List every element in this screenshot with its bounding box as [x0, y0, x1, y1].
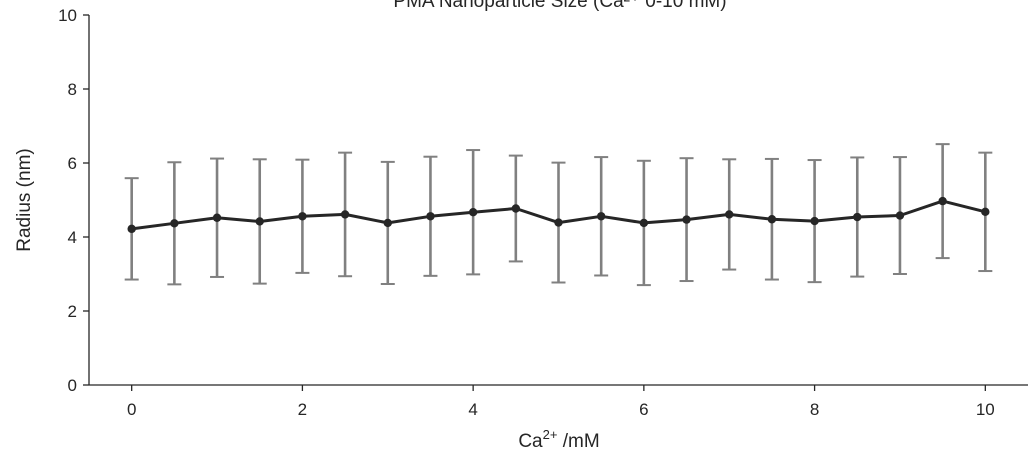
x-axis-label-base: Ca [518, 431, 543, 452]
data-point [383, 218, 392, 228]
y-tick-label: 6 [68, 154, 77, 173]
data-point [853, 212, 862, 222]
data-point [895, 211, 905, 220]
data-point [127, 224, 136, 234]
x-tick-label: 10 [976, 400, 995, 419]
data-point [298, 212, 307, 221]
x-axis-label: Ca2+ /mM [518, 427, 599, 452]
data-point [511, 204, 521, 213]
chart-title: PMA Nanoparticle Size (Ca²⁺ 0-10 mM) [393, 0, 726, 12]
x-tick-label: 4 [468, 400, 477, 419]
y-tick-label: 10 [58, 6, 77, 25]
x-tick-label: 6 [639, 400, 648, 419]
error-bars [124, 143, 993, 287]
data-point [639, 218, 649, 228]
data-point [810, 216, 819, 226]
x-axis-label-sup: 2+ [543, 427, 558, 442]
x-tick-label: 8 [810, 400, 819, 419]
data-series [127, 196, 990, 234]
data-point [725, 210, 734, 219]
axes: 0 2 4 6 8 10 0 2 4 6 8 10 [58, 6, 1028, 419]
data-point [767, 215, 777, 224]
y-tick-label: 2 [68, 302, 77, 321]
x-tick-label: 0 [127, 400, 136, 419]
data-point [596, 212, 606, 221]
data-point [981, 207, 990, 217]
data-point [255, 217, 264, 226]
data-point [340, 210, 350, 219]
data-point [212, 213, 222, 222]
data-point [468, 208, 478, 217]
data-point [938, 196, 947, 206]
data-point [426, 212, 435, 221]
x-axis-label-unit: /mM [557, 431, 599, 452]
data-point [554, 218, 563, 227]
data-point [170, 219, 179, 228]
data-point [682, 215, 691, 224]
x-tick-label: 2 [298, 400, 307, 419]
y-tick-label: 0 [68, 376, 77, 395]
y-tick-label: 4 [68, 228, 77, 247]
y-tick-label: 8 [68, 80, 77, 99]
y-axis-label: Radius (nm) [14, 148, 35, 251]
